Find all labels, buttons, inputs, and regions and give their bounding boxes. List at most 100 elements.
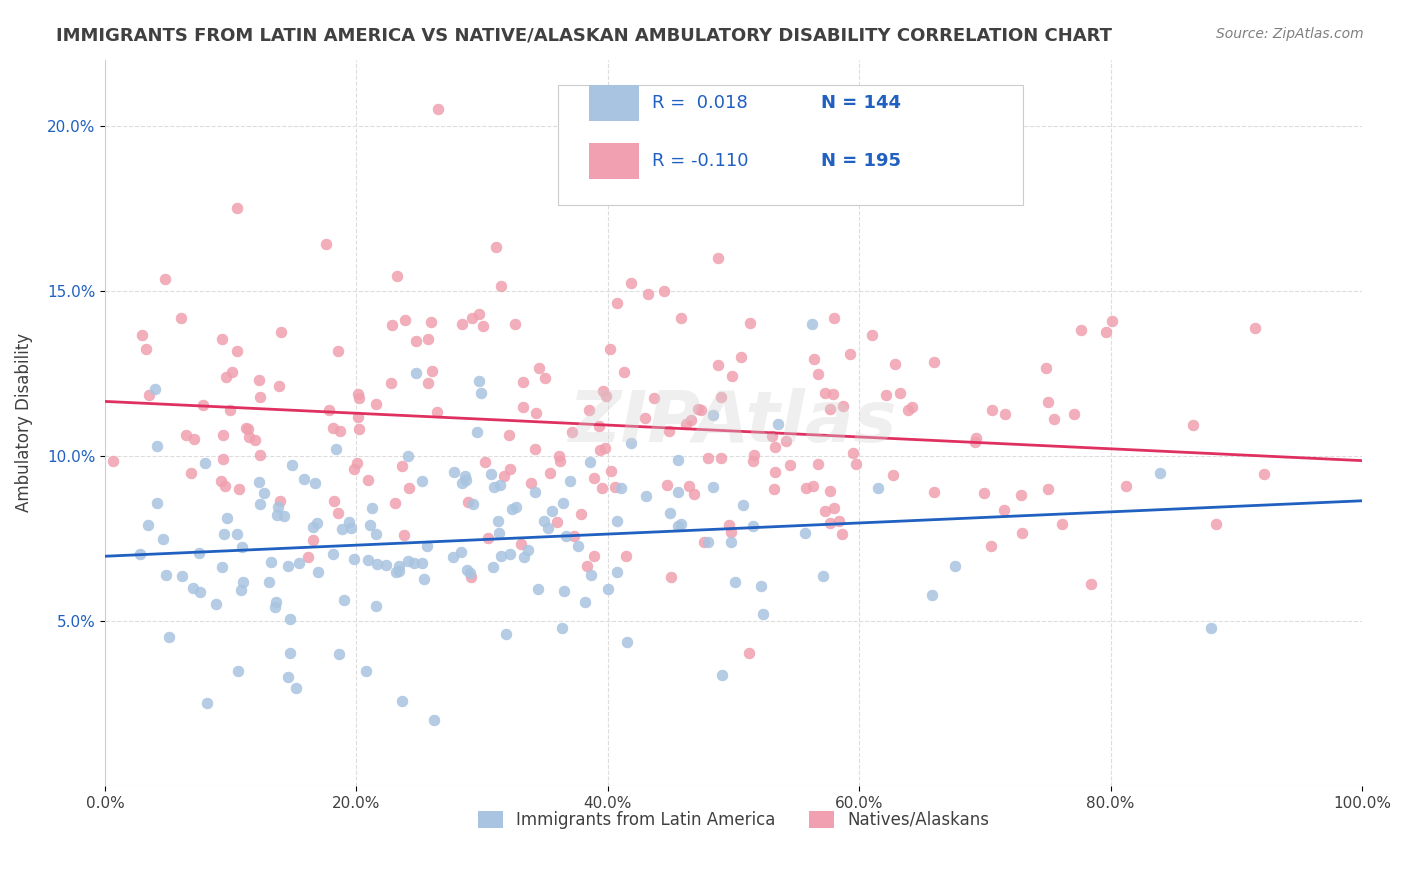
Point <box>225 201 247 215</box>
Point <box>666 484 689 499</box>
Point <box>245 433 267 447</box>
Point <box>707 251 730 265</box>
Point <box>346 387 368 401</box>
Point <box>634 411 657 425</box>
Point <box>697 535 720 549</box>
Point <box>394 313 416 327</box>
Point <box>468 374 491 388</box>
Point <box>658 424 681 438</box>
Point <box>259 555 281 569</box>
Point <box>579 455 602 469</box>
Point <box>811 569 834 583</box>
Point <box>499 547 522 561</box>
Point <box>477 532 499 546</box>
Point <box>266 508 288 523</box>
Point <box>136 518 159 533</box>
Point <box>277 558 299 573</box>
Point <box>285 681 308 695</box>
Text: ZIPAtlas: ZIPAtlas <box>569 388 898 458</box>
Point <box>1050 517 1073 532</box>
Point <box>304 476 326 491</box>
Point <box>666 452 689 467</box>
Point <box>762 482 785 496</box>
Point <box>278 612 301 626</box>
Point <box>763 465 786 479</box>
Point <box>973 485 995 500</box>
Point <box>468 307 491 321</box>
Point <box>326 344 349 359</box>
Point <box>188 585 211 599</box>
Point <box>814 385 837 400</box>
Point <box>592 384 614 398</box>
Point <box>226 526 249 541</box>
Point <box>980 539 1002 553</box>
Point <box>540 504 562 518</box>
Point <box>527 360 550 375</box>
Point <box>131 328 153 343</box>
Point <box>441 550 464 565</box>
Point <box>803 352 825 367</box>
Point <box>710 667 733 681</box>
Point <box>467 425 489 440</box>
Point <box>702 480 724 494</box>
Point <box>287 556 309 570</box>
Point <box>381 318 404 332</box>
Point <box>800 317 823 331</box>
Point <box>583 549 606 563</box>
Point <box>688 401 710 416</box>
Point <box>420 364 443 378</box>
Point <box>193 456 215 470</box>
Point <box>297 550 319 565</box>
Point <box>329 424 352 438</box>
Point <box>820 483 842 498</box>
Point <box>426 405 449 419</box>
Point <box>328 647 350 661</box>
Point <box>253 486 276 500</box>
Point <box>270 325 292 339</box>
Point <box>347 421 370 435</box>
Point <box>1199 621 1222 635</box>
Point <box>364 599 387 614</box>
Point <box>671 516 693 531</box>
Point <box>655 478 678 492</box>
Point <box>257 575 280 590</box>
Point <box>357 553 380 567</box>
Point <box>610 481 633 495</box>
Point <box>277 670 299 684</box>
Point <box>666 519 689 533</box>
Point <box>828 514 851 528</box>
Point <box>554 529 576 543</box>
Text: N = 195: N = 195 <box>821 153 901 170</box>
Point <box>292 472 315 486</box>
Point <box>153 271 176 285</box>
Point <box>454 468 477 483</box>
Point <box>589 443 612 458</box>
Point <box>730 350 752 364</box>
Point <box>921 588 943 602</box>
Point <box>498 428 520 442</box>
Point <box>211 428 233 442</box>
Point <box>553 583 575 598</box>
Point <box>831 399 853 413</box>
Point <box>710 390 733 404</box>
Point <box>170 311 193 326</box>
Point <box>481 560 503 574</box>
Point <box>346 456 368 470</box>
Point <box>775 434 797 448</box>
Point <box>181 582 204 596</box>
Point <box>526 582 548 596</box>
Point <box>875 388 897 402</box>
Point <box>922 485 945 500</box>
Point <box>766 417 789 432</box>
Text: R = -0.110: R = -0.110 <box>652 153 748 170</box>
Point <box>405 334 427 348</box>
Point <box>845 457 868 471</box>
Point <box>709 451 731 466</box>
Point <box>302 533 325 548</box>
Point <box>692 535 714 549</box>
Point <box>1042 411 1064 425</box>
Point <box>485 239 508 253</box>
Point <box>582 471 605 485</box>
Point <box>426 102 449 116</box>
Point <box>574 595 596 609</box>
